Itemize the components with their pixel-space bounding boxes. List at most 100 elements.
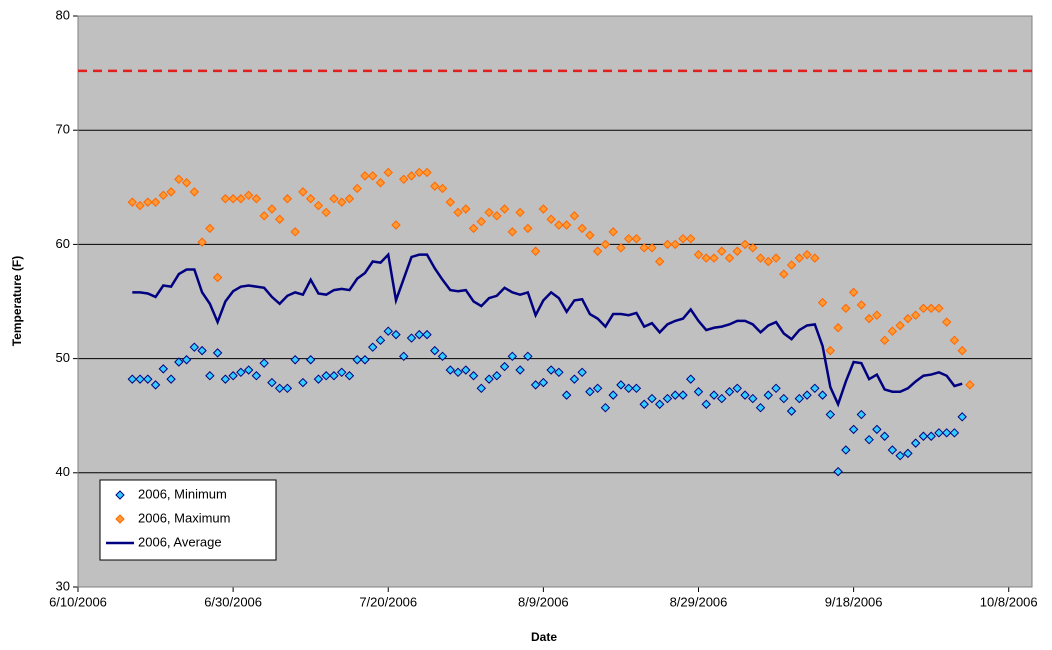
data-point: [794, 393, 805, 404]
data-point: [476, 383, 487, 393]
data-point: [957, 412, 967, 422]
data-point: [321, 207, 331, 218]
data-point: [771, 253, 781, 263]
data-point: [499, 361, 510, 372]
data-point: [631, 383, 642, 393]
data-point: [375, 178, 386, 188]
data-point: [662, 239, 673, 250]
y-tick-label: 50: [56, 350, 70, 365]
data-point: [158, 364, 169, 374]
data-point: [965, 380, 975, 390]
x-tick-label: 8/9/2006: [518, 594, 569, 609]
data-point: [484, 207, 494, 218]
y-tick-label: 60: [56, 236, 70, 251]
data-point: [724, 387, 735, 397]
data-point: [499, 204, 510, 214]
data-point: [585, 230, 595, 240]
data-point: [422, 329, 432, 340]
data-point: [678, 390, 688, 400]
x-tick-label: 6/10/2006: [49, 594, 107, 609]
data-point: [724, 253, 735, 263]
data-point: [561, 220, 572, 230]
data-point: [507, 227, 518, 237]
data-point: [368, 171, 378, 181]
legend-box: [99, 479, 277, 561]
data-point: [530, 380, 541, 390]
data-point: [453, 207, 463, 218]
data-point: [530, 246, 541, 256]
data-point: [771, 383, 781, 393]
data-point: [941, 317, 952, 327]
data-point: [631, 233, 642, 244]
data-point: [895, 450, 905, 461]
data-point: [352, 355, 362, 365]
data-point: [437, 183, 448, 194]
legend-label: 2006, Maximum: [138, 510, 230, 525]
data-point: [670, 239, 680, 250]
data-point: [833, 323, 843, 333]
data-point: [399, 351, 409, 362]
data-point: [391, 220, 401, 230]
x-tick-label: 7/20/2006: [359, 594, 417, 609]
data-point: [251, 371, 262, 381]
data-point: [492, 211, 502, 221]
data-point: [523, 351, 533, 362]
data-point: [212, 348, 223, 358]
data-point: [872, 310, 882, 320]
data-point: [926, 303, 936, 314]
data-point: [934, 428, 944, 438]
data-point: [755, 253, 766, 263]
x-tick-label: 8/29/2006: [670, 594, 728, 609]
data-point: [220, 374, 231, 384]
data-point: [577, 367, 587, 378]
data-point: [686, 233, 696, 244]
data-point: [864, 313, 874, 324]
data-point: [220, 194, 231, 204]
data-point: [189, 342, 200, 352]
data-point: [336, 367, 347, 378]
data-point: [546, 214, 556, 224]
data-point: [228, 194, 238, 204]
data-point: [616, 380, 626, 390]
data-point: [430, 181, 440, 191]
data-point: [197, 345, 207, 356]
data-point: [786, 406, 797, 416]
data-point: [538, 204, 549, 214]
data-point: [802, 249, 812, 260]
data-point: [437, 351, 448, 362]
data-point: [274, 383, 285, 393]
data-point: [251, 194, 262, 204]
data-point: [600, 239, 611, 250]
data-point: [934, 303, 944, 314]
data-point: [647, 243, 657, 253]
data-point: [150, 197, 161, 207]
data-point: [639, 243, 649, 253]
legend-label: 2006, Average: [138, 534, 222, 549]
data-point: [453, 367, 463, 378]
data-point: [236, 194, 246, 204]
data-point: [492, 371, 502, 381]
data-point: [298, 187, 308, 197]
data-point: [693, 387, 704, 397]
data-point: [670, 390, 680, 400]
plot-border: [77, 15, 1033, 588]
data-point: [305, 194, 316, 204]
data-point: [833, 466, 843, 477]
data-point: [205, 223, 215, 234]
data-point: [949, 335, 960, 346]
data-point: [414, 167, 424, 178]
data-point: [918, 303, 929, 314]
legend-swatch: [115, 514, 125, 524]
data-point: [740, 390, 750, 400]
data-point: [616, 243, 626, 253]
data-point: [243, 190, 254, 201]
data-point: [391, 329, 401, 340]
data-point: [344, 371, 355, 381]
data-point: [406, 171, 417, 181]
data-point: [468, 223, 479, 234]
data-point: [515, 365, 525, 375]
data-point: [383, 326, 393, 336]
data-point: [166, 374, 176, 384]
data-point: [732, 246, 742, 256]
data-point: [763, 256, 774, 267]
